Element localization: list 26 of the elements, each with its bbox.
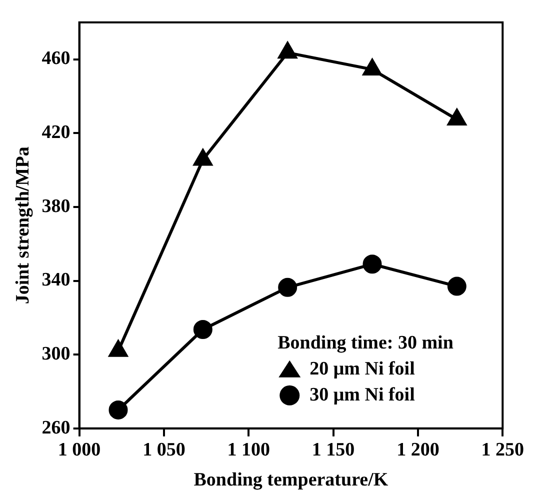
y-tick-label: 340 (42, 270, 70, 291)
x-tick-label: 1 150 (312, 440, 355, 461)
point (278, 278, 298, 297)
y-tick-label: 300 (42, 343, 70, 364)
point (278, 42, 297, 59)
point (448, 108, 466, 126)
y-tick-label: 260 (42, 417, 70, 438)
x-tick-label: 1 000 (58, 440, 101, 461)
x-axis-title: Bonding temperature/K (194, 470, 388, 491)
point (108, 400, 128, 420)
legend-label: 20 μm Ni foil (310, 358, 415, 380)
point (362, 58, 382, 76)
y-axis-title: Joint strength/MPa (12, 146, 34, 304)
x-tick-label: 1 250 (481, 440, 524, 461)
point (447, 276, 466, 296)
point (193, 320, 212, 339)
y-tick-label: 420 (42, 122, 70, 144)
x-tick-label: 1 050 (142, 440, 186, 461)
legend-label: 30 μm Ni foil (310, 384, 415, 406)
legend-title: Bonding time: 30 min (278, 332, 454, 354)
point (362, 254, 382, 274)
x-tick-label: 1 100 (227, 440, 270, 461)
y-tick-label: 460 (42, 48, 70, 70)
point (194, 149, 212, 166)
y-tick-label: 380 (42, 196, 70, 217)
x-tick-label: 1 200 (396, 440, 440, 461)
